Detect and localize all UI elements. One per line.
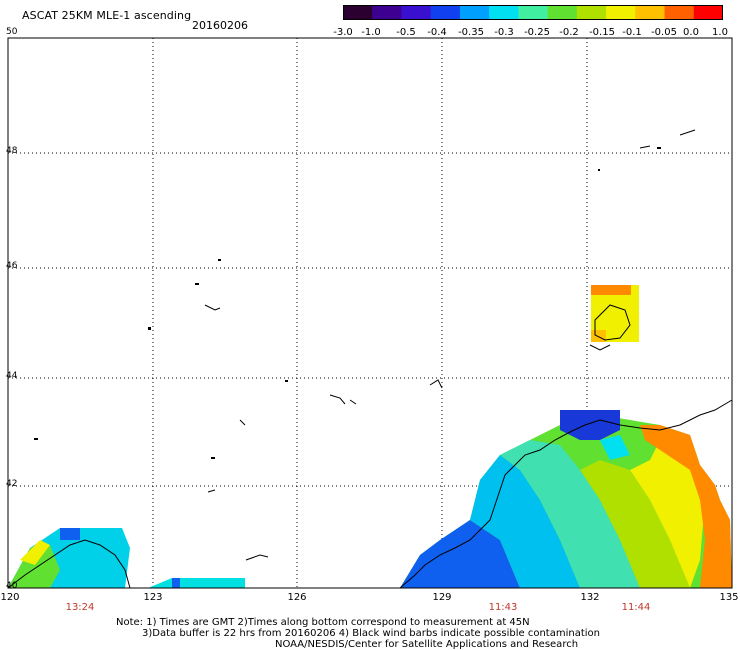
color-scale-label: -1.0 — [361, 27, 381, 38]
color-scale-label: -0.3 — [494, 27, 514, 38]
color-scale-segment — [459, 5, 490, 20]
map-frame — [7, 37, 733, 589]
color-scale-label: -0.25 — [524, 27, 550, 38]
color-scale-label: -0.1 — [622, 27, 642, 38]
wind-data-swath-west — [8, 528, 245, 588]
color-scale-border — [343, 5, 723, 20]
color-scale-label: -0.5 — [396, 27, 416, 38]
lat-label: 44 — [6, 371, 18, 381]
lon-label: 129 — [432, 592, 452, 603]
color-scale-label: -0.05 — [651, 27, 677, 38]
color-scale-label: 1.0 — [712, 27, 728, 38]
map-title: ASCAT 25KM MLE-1 ascending — [22, 9, 192, 22]
color-scale-segment — [606, 5, 636, 20]
lat-label: 48 — [6, 146, 18, 156]
lat-label: 46 — [6, 261, 18, 271]
footnote-credit: NOAA/NESDIS/Center for Satellite Applica… — [275, 639, 579, 650]
color-scale-segment — [430, 5, 461, 20]
color-scale-label: -0.2 — [559, 27, 579, 38]
color-scale-bar — [343, 5, 724, 20]
pass-time: 11:43 — [488, 602, 518, 613]
wind-data-patch-sakhalin — [591, 285, 639, 342]
color-scale-segment — [635, 5, 666, 20]
lat-label: 42 — [6, 479, 18, 489]
color-scale-label: -0.4 — [427, 27, 447, 38]
map-date: 20160206 — [192, 19, 248, 32]
lon-label: 132 — [580, 592, 600, 603]
color-scale-gradient — [343, 5, 724, 20]
map-gridlines — [8, 38, 732, 588]
color-scale-label: -0.35 — [458, 27, 484, 38]
color-scale-label: -0.15 — [589, 27, 615, 38]
color-scale-segment — [576, 5, 607, 20]
lon-label: 120 — [0, 592, 20, 603]
color-scale-segment — [343, 5, 373, 20]
color-scale-label: 0.0 — [683, 27, 699, 38]
lon-label: 126 — [287, 592, 307, 603]
lon-label: 135 — [719, 592, 739, 603]
pass-time: 13:24 — [65, 602, 95, 613]
lat-label: 40 — [6, 581, 18, 591]
lat-label: 50 — [6, 27, 18, 37]
color-scale-segment — [664, 5, 695, 20]
color-scale-segment — [518, 5, 549, 20]
color-scale-segment — [489, 5, 519, 20]
coastlines — [7, 129, 733, 589]
small-islands — [34, 147, 661, 459]
color-scale-label: -3.0 — [333, 27, 353, 38]
wind-data-swath-east — [400, 410, 732, 588]
color-scale-segment — [372, 5, 402, 20]
footnote-line-1: Note: 1) Times are GMT 2)Times along bot… — [116, 617, 530, 628]
pass-time: 11:44 — [621, 602, 651, 613]
footnote-line-2: 3)Data buffer is 22 hrs from 20160206 4)… — [142, 628, 600, 639]
lon-label: 123 — [143, 592, 163, 603]
color-scale-segment — [547, 5, 578, 20]
color-scale-segment — [401, 5, 432, 20]
color-scale-segment — [693, 5, 724, 20]
